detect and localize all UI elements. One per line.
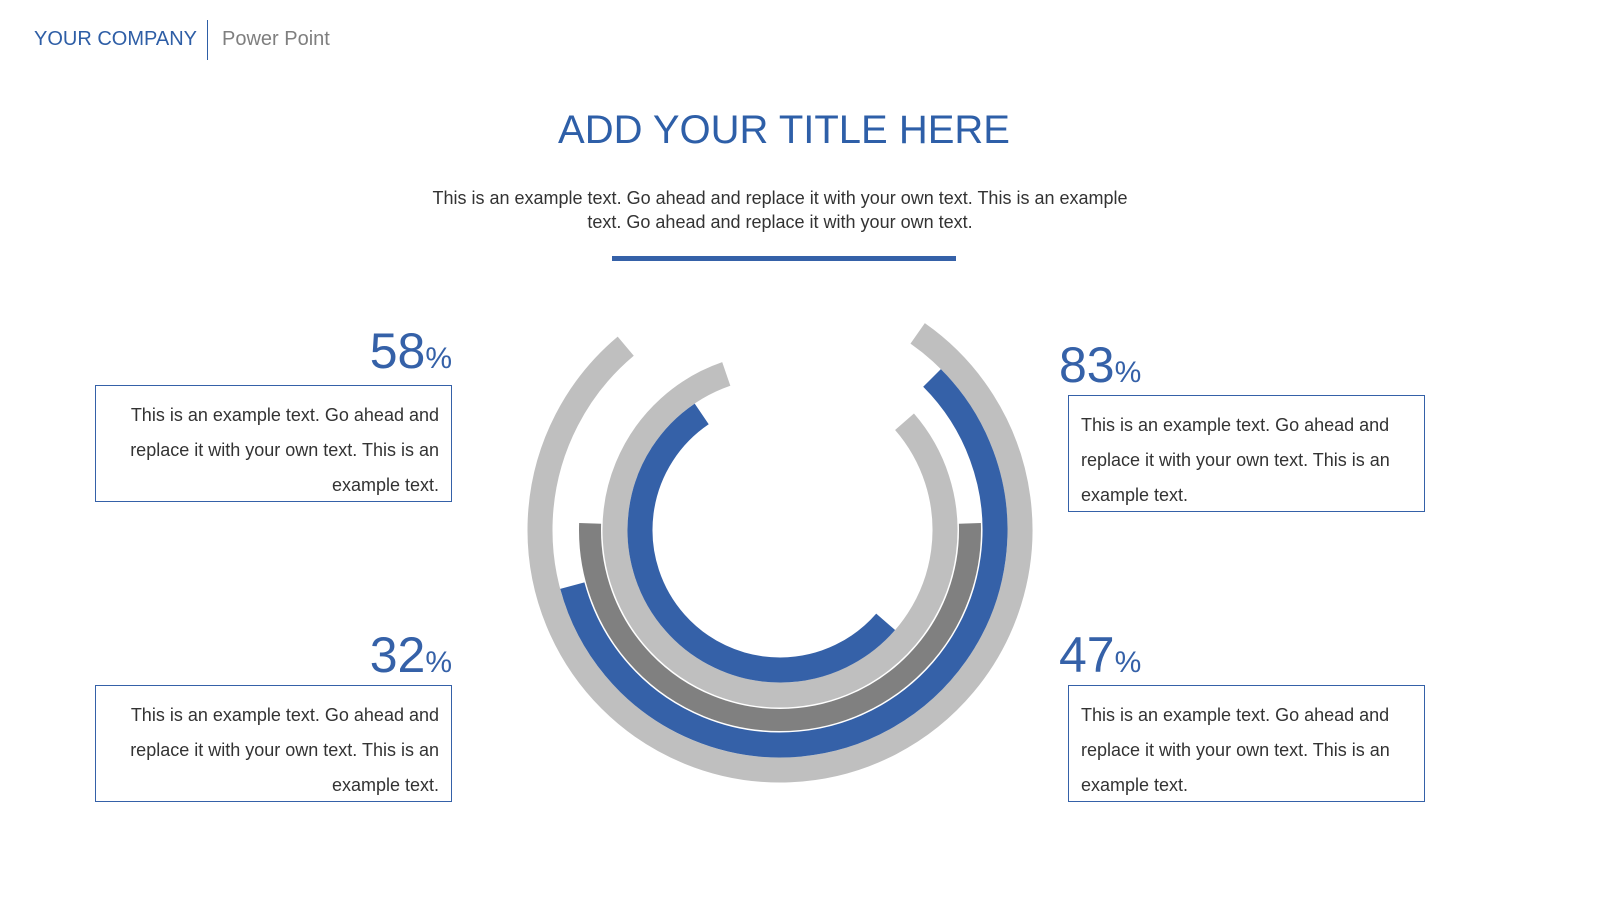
stat-text-box-3: This is an example text. Go ahead and re… bbox=[95, 685, 452, 802]
stat-text-box-1: This is an example text. Go ahead and re… bbox=[95, 385, 452, 502]
title-underline bbox=[612, 256, 956, 261]
stat-unit: % bbox=[1114, 356, 1142, 389]
product-name: Power Point bbox=[222, 28, 330, 50]
stat-value-1: 58% bbox=[370, 326, 452, 384]
stat-value-3: 32% bbox=[370, 630, 452, 688]
stat-value-2: 83% bbox=[1059, 340, 1141, 398]
stat-unit: % bbox=[425, 342, 452, 375]
stat-number: 47 bbox=[1059, 627, 1115, 683]
stat-number: 83 bbox=[1059, 337, 1115, 393]
ring-arc-3 bbox=[579, 523, 981, 732]
stat-unit: % bbox=[425, 646, 452, 679]
ring-arc-4 bbox=[602, 362, 958, 708]
ring-arc-5 bbox=[627, 403, 896, 683]
company-name: YOUR COMPANY bbox=[34, 28, 197, 50]
stat-unit: % bbox=[1114, 646, 1142, 679]
stat-number: 58 bbox=[369, 323, 426, 379]
ring-arc-2 bbox=[560, 369, 1008, 758]
header-divider bbox=[207, 20, 208, 60]
ring-arc-1 bbox=[527, 323, 1033, 783]
slide-subtitle: This is an example text. Go ahead and re… bbox=[432, 188, 1128, 232]
stat-text-box-4: This is an example text. Go ahead and re… bbox=[1068, 685, 1425, 802]
slide-title: ADD YOUR TITLE HERE bbox=[558, 108, 1010, 152]
stat-value-4: 47% bbox=[1059, 630, 1141, 688]
stat-text-box-2: This is an example text. Go ahead and re… bbox=[1068, 395, 1425, 512]
stat-number: 32 bbox=[369, 627, 426, 683]
